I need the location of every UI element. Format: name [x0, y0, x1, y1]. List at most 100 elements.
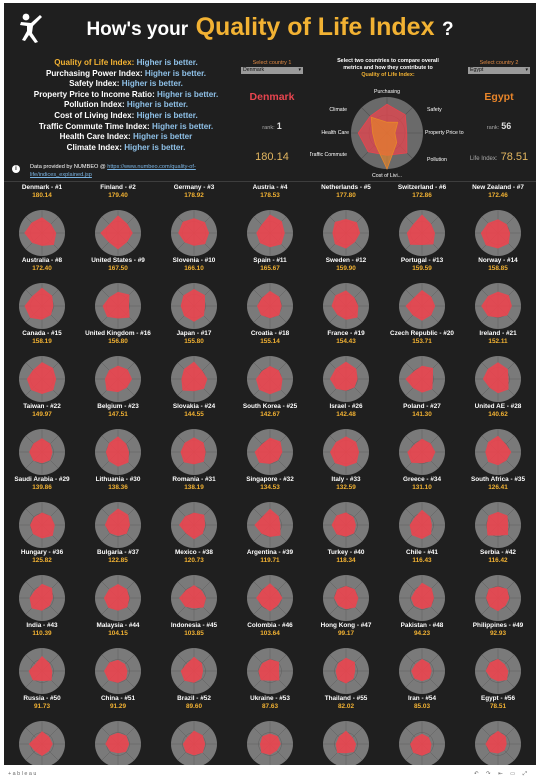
country-card[interactable]: Ireland - #21 152.11	[460, 329, 536, 411]
country-card[interactable]: Thailand - #55 82.02	[308, 694, 384, 765]
country-card[interactable]: Singapore - #32 134.53	[232, 475, 308, 557]
country-card[interactable]: Germany - #3 178.92	[156, 183, 232, 265]
country-card[interactable]: Egypt - #56 78.51	[460, 694, 536, 765]
radar-area	[28, 656, 53, 681]
info-icon[interactable]: i	[12, 165, 20, 173]
country-index-value: 153.71	[412, 338, 432, 345]
country-index-value: 89.60	[186, 703, 202, 710]
country-card[interactable]: Hong Kong - #47 99.17	[308, 621, 384, 703]
country-card[interactable]: Netherlands - #5 177.80	[308, 183, 384, 265]
country-2-index: Life Index: 78.51	[459, 151, 536, 163]
country-index-value: 159.59	[412, 265, 432, 272]
country-rank-label: Italy - #33	[331, 476, 361, 483]
country-card[interactable]: South Korea - #25 142.67	[232, 402, 308, 484]
country-card[interactable]: Brazil - #52 89.60	[156, 694, 232, 765]
radar-area	[102, 291, 130, 319]
country-card[interactable]: Romania - #31 138.19	[156, 475, 232, 557]
country-index-value: 103.85	[184, 630, 204, 637]
country-index-value: 118.34	[336, 557, 356, 564]
country-card[interactable]: Italy - #33 132.59	[308, 475, 384, 557]
country-radar-chart	[171, 429, 217, 475]
country-card[interactable]: China - #51 91.29	[80, 694, 156, 765]
country-2-selector: Select country 2 Egypt ▾	[468, 60, 530, 74]
country-card[interactable]: Hungary - #36 125.82	[4, 548, 80, 630]
country-card[interactable]: United Kingdom - #16 156.80	[80, 329, 156, 411]
country-card[interactable]: Turkey - #40 118.34	[308, 548, 384, 630]
country-card[interactable]: Greece - #34 131.10	[384, 475, 460, 557]
chevron-down-icon: ▾	[525, 67, 528, 73]
country-card[interactable]: Taiwan - #22 149.97	[4, 402, 80, 484]
country-card[interactable]: Norway - #14 158.85	[460, 256, 536, 338]
country-card[interactable]: United AE - #28 140.62	[460, 402, 536, 484]
country-index-value: 140.62	[488, 411, 508, 418]
source-link[interactable]: https://www.numbeo.com/quality-of-life/i…	[30, 164, 196, 178]
country-card[interactable]: Czech Republic - #20 153.71	[384, 329, 460, 411]
country-radar-chart	[171, 356, 217, 402]
country-card[interactable]: Bulgaria - #37 122.85	[80, 548, 156, 630]
country-rank-label: Indonesia - #45	[170, 622, 218, 629]
country-card[interactable]: Austria - #4 178.53	[232, 183, 308, 265]
country-card[interactable]: Argentina - #39 119.71	[232, 548, 308, 630]
country-2-dropdown[interactable]: Egypt ▾	[468, 67, 530, 74]
country-radar-chart	[475, 575, 521, 621]
country-card[interactable]: Pakistan - #48 94.23	[384, 621, 460, 703]
country-index-value: 91.29	[110, 703, 126, 710]
country-card[interactable]: Canada - #15 158.19	[4, 329, 80, 411]
country-rank-label: Hong Kong - #47	[320, 622, 372, 629]
data-source-note: i Data provided by NUMBEO @ https://www.…	[12, 164, 252, 180]
country-rank-label: Belgium - #23	[97, 403, 139, 410]
compare-axis-label: Pollution	[427, 157, 447, 163]
country-card[interactable]: Philippines - #49 92.93	[460, 621, 536, 703]
country-card[interactable]: Australia - #8 172.40	[4, 256, 80, 338]
country-index-value: 104.15	[108, 630, 128, 637]
country-index-value: 166.10	[184, 265, 204, 272]
country-card[interactable]: Croatia - #18 155.14	[232, 329, 308, 411]
country-index-value: 177.80	[336, 192, 356, 199]
country-card[interactable]: Poland - #27 141.30	[384, 402, 460, 484]
country-card[interactable]: Russia - #50 91.73	[4, 694, 80, 765]
country-card[interactable]: Finland - #2 179.40	[80, 183, 156, 265]
country-card[interactable]: Denmark - #1 180.14	[4, 183, 80, 265]
country-radar-chart	[323, 721, 369, 765]
radar-area	[486, 586, 510, 612]
toolbar-controls[interactable]: ↶ ↷ ⇤ ▭ ⤢	[474, 771, 530, 777]
legend-index-name: Safety Index:	[69, 79, 120, 89]
country-1-dropdown[interactable]: Denmark ▾	[241, 67, 303, 74]
country-card[interactable]: Iran - #54 85.03	[384, 694, 460, 765]
country-2-index-label: Life Index:	[469, 156, 498, 162]
country-card[interactable]: Ukraine - #53 87.63	[232, 694, 308, 765]
radar-area	[29, 583, 53, 611]
country-card[interactable]: Chile - #41 116.43	[384, 548, 460, 630]
country-card[interactable]: Colombia - #46 103.64	[232, 621, 308, 703]
country-card[interactable]: New Zealand - #7 172.46	[460, 183, 536, 265]
country-card[interactable]: Belgium - #23 147.51	[80, 402, 156, 484]
country-card[interactable]: France - #19 154.43	[308, 329, 384, 411]
divider	[4, 181, 536, 182]
country-card[interactable]: United States - #9 167.50	[80, 256, 156, 338]
country-card[interactable]: Israel - #26 142.48	[308, 402, 384, 484]
country-card[interactable]: South Africa - #35 126.41	[460, 475, 536, 557]
radar-ring	[258, 732, 282, 756]
country-card[interactable]: Sweden - #12 159.90	[308, 256, 384, 338]
country-index-value: 125.82	[32, 557, 52, 564]
country-card[interactable]: Switzerland - #6 172.86	[384, 183, 460, 265]
country-card[interactable]: Japan - #17 155.80	[156, 329, 232, 411]
country-radar-chart	[399, 575, 445, 621]
country-card[interactable]: Indonesia - #45 103.85	[156, 621, 232, 703]
country-card[interactable]: Slovenia - #10 166.10	[156, 256, 232, 338]
country-rank-label: Denmark - #1	[21, 184, 63, 191]
country-card[interactable]: Malaysia - #44 104.15	[80, 621, 156, 703]
country-card[interactable]: India - #43 110.39	[4, 621, 80, 703]
country-card[interactable]: Lithuania - #30 138.36	[80, 475, 156, 557]
country-card[interactable]: Serbia - #42 116.42	[460, 548, 536, 630]
country-card[interactable]: Spain - #11 165.67	[232, 256, 308, 338]
radar-area	[29, 438, 53, 464]
country-card[interactable]: Mexico - #38 120.73	[156, 548, 232, 630]
radar-area	[103, 584, 130, 611]
country-card[interactable]: Slovakia - #24 144.55	[156, 402, 232, 484]
country-radar-chart	[475, 502, 521, 548]
legend-index-name: Climate Index:	[66, 142, 122, 152]
country-card[interactable]: Portugal - #13 159.59	[384, 256, 460, 338]
country-rank-label: Serbia - #42	[480, 549, 516, 556]
country-card[interactable]: Saudi Arabia - #29 139.86	[4, 475, 80, 557]
